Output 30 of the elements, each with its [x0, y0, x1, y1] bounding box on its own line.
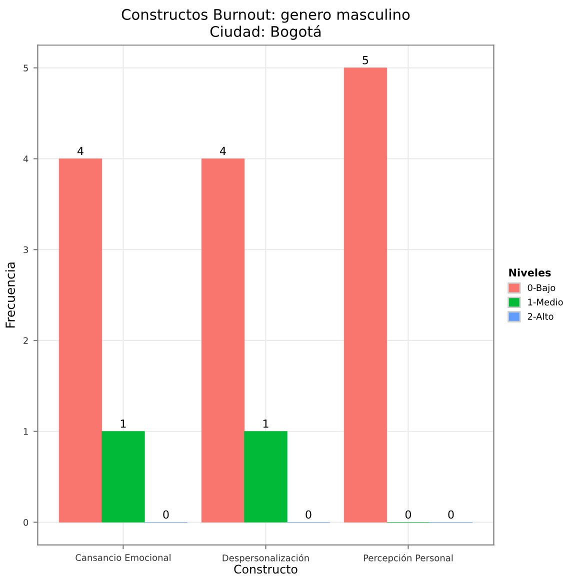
legend-label: 0-Bajo: [528, 284, 556, 293]
data-label: 5: [362, 56, 368, 64]
x-tick-label: Despersonalización: [222, 554, 309, 564]
y-axis-title: Frecuencia: [5, 262, 15, 328]
legend-label: 1-Medio: [528, 298, 563, 306]
data-label: 4: [220, 146, 226, 156]
chart-title: Constructos Burnout: genero masculino Ciudad: Bogotá: [122, 8, 410, 40]
x-tick-label: Cansancio Emocional: [76, 554, 170, 561]
data-label: 0: [448, 510, 454, 519]
bar: [344, 68, 388, 522]
data-label: 1: [120, 420, 126, 428]
legend-label: 2-Alto: [528, 312, 554, 320]
legend-title: Niveles: [509, 268, 551, 277]
data-label: 1: [263, 420, 268, 428]
x-tick-label: Percepción Personal: [364, 554, 453, 564]
y-tick-label: 2: [24, 337, 28, 344]
y-tick-label: 3: [24, 246, 28, 254]
bar: [102, 431, 145, 522]
y-tick-label: 4: [23, 156, 28, 162]
data-label: 0: [306, 510, 312, 519]
data-label: 4: [77, 146, 84, 156]
x-axis-title: Constructo: [234, 564, 298, 574]
y-tick-label: 1: [24, 428, 28, 435]
y-tick-label: 5: [24, 64, 28, 72]
bar: [58, 158, 102, 522]
data-label: 0: [163, 510, 169, 519]
bar: [244, 431, 288, 522]
bar: [201, 158, 245, 522]
y-tick-label: 0: [24, 518, 28, 526]
data-label: 0: [405, 510, 412, 519]
